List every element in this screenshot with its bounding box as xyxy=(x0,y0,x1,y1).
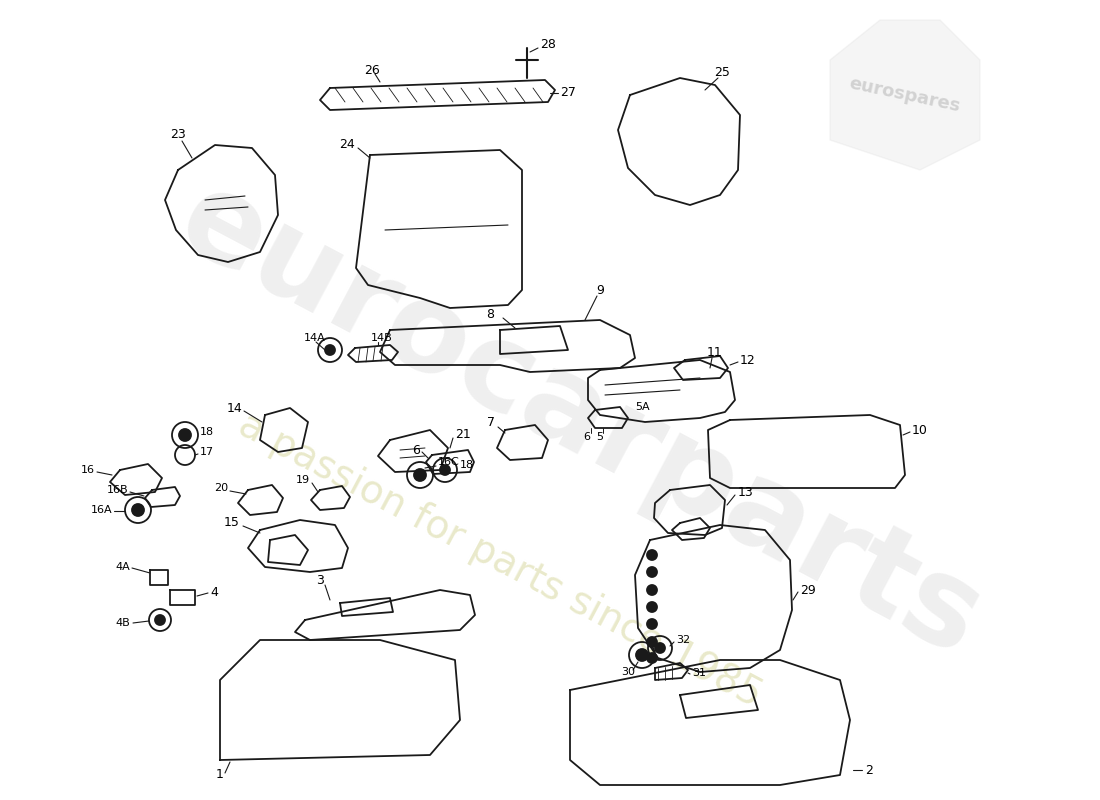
Text: 12: 12 xyxy=(740,354,756,366)
Text: 19: 19 xyxy=(296,475,310,485)
Circle shape xyxy=(647,585,657,595)
Text: 14: 14 xyxy=(227,402,242,414)
Text: 26: 26 xyxy=(364,63,380,77)
Text: 5: 5 xyxy=(596,432,604,442)
Text: 16C: 16C xyxy=(438,457,460,467)
Circle shape xyxy=(647,550,657,560)
Circle shape xyxy=(414,469,426,481)
Text: 8: 8 xyxy=(486,309,494,322)
Polygon shape xyxy=(830,20,980,170)
Text: 25: 25 xyxy=(714,66,730,78)
Text: 18: 18 xyxy=(460,460,474,470)
Text: 28: 28 xyxy=(540,38,556,51)
Text: 18: 18 xyxy=(200,427,214,437)
Text: 16B: 16B xyxy=(107,485,128,495)
Circle shape xyxy=(647,567,657,577)
Circle shape xyxy=(132,504,144,516)
Text: 17: 17 xyxy=(200,447,214,457)
Text: 20: 20 xyxy=(213,483,228,493)
Circle shape xyxy=(647,653,657,663)
Text: 9: 9 xyxy=(596,283,604,297)
Text: 13: 13 xyxy=(738,486,754,498)
Text: 14B: 14B xyxy=(371,333,393,343)
Text: 15: 15 xyxy=(224,515,240,529)
Text: 14A: 14A xyxy=(304,333,326,343)
Circle shape xyxy=(647,637,657,647)
Text: 29: 29 xyxy=(800,583,816,597)
Circle shape xyxy=(636,649,648,661)
Text: eurocarparts: eurocarparts xyxy=(160,159,1001,681)
Text: 31: 31 xyxy=(692,668,706,678)
Text: 4A: 4A xyxy=(116,562,130,572)
Circle shape xyxy=(647,619,657,629)
Text: 2: 2 xyxy=(865,763,873,777)
Circle shape xyxy=(179,429,191,441)
Text: 16: 16 xyxy=(81,465,95,475)
Circle shape xyxy=(654,643,666,653)
Text: 10: 10 xyxy=(912,423,928,437)
Text: 6: 6 xyxy=(583,432,591,442)
Text: 23: 23 xyxy=(170,129,186,142)
Text: eurospares: eurospares xyxy=(848,74,962,115)
Text: 24: 24 xyxy=(339,138,355,151)
Text: 6: 6 xyxy=(412,443,420,457)
Text: 27: 27 xyxy=(560,86,576,98)
Text: 5A: 5A xyxy=(635,402,650,412)
Text: 3: 3 xyxy=(316,574,323,586)
Circle shape xyxy=(647,602,657,612)
Circle shape xyxy=(324,345,336,355)
Text: 32: 32 xyxy=(676,635,690,645)
Text: 7: 7 xyxy=(487,415,495,429)
Text: 21: 21 xyxy=(455,429,471,442)
Text: a passion for parts since 1985: a passion for parts since 1985 xyxy=(232,406,768,714)
Text: 1: 1 xyxy=(216,769,224,782)
Text: 11: 11 xyxy=(707,346,723,358)
Circle shape xyxy=(440,465,450,475)
Text: 16A: 16A xyxy=(90,505,112,515)
Text: 4: 4 xyxy=(210,586,218,598)
Circle shape xyxy=(155,615,165,625)
Text: 4B: 4B xyxy=(116,618,130,628)
Text: 30: 30 xyxy=(621,667,635,677)
